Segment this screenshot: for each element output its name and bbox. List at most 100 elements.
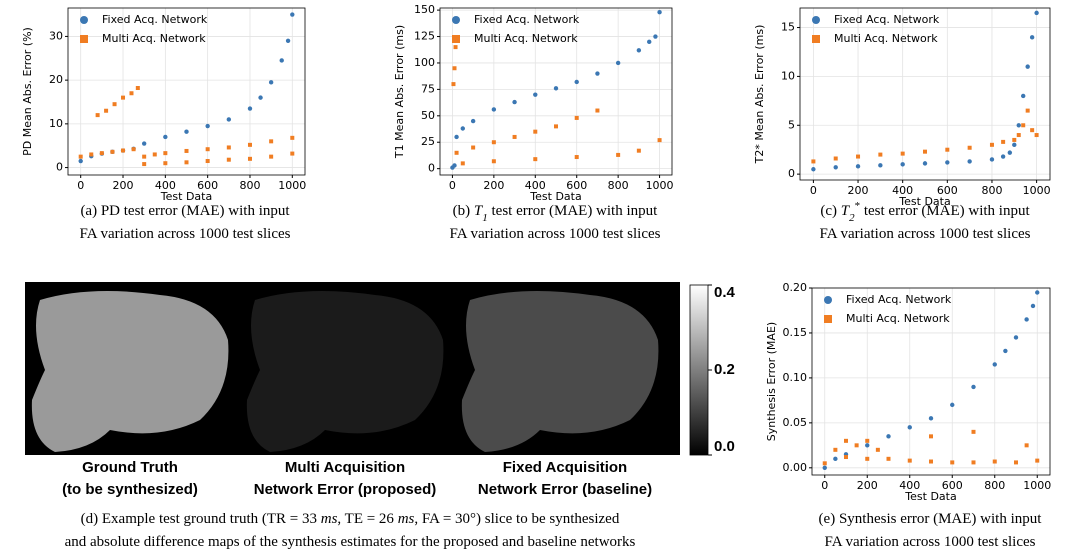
x-tick-label: 200 xyxy=(848,184,869,197)
caption-part: and absolute difference maps of the synt… xyxy=(65,534,636,550)
x-tick-label: 800 xyxy=(239,179,260,192)
point xyxy=(1034,11,1038,15)
point xyxy=(993,460,997,464)
point xyxy=(865,439,869,443)
point xyxy=(878,153,882,157)
y-tick-label: 0 xyxy=(428,162,435,175)
legend-label: Fixed Acq. Network xyxy=(474,13,580,26)
caption: FA variation across 1000 test slices xyxy=(820,226,1031,242)
caption: (d) Example test ground truth (TR = 33 m… xyxy=(81,511,620,527)
x-tick-label: 1000 xyxy=(646,179,674,192)
image-label: Multi Acquisition xyxy=(285,459,405,476)
point xyxy=(1026,109,1030,113)
caption-part: FA variation across 1000 test slices xyxy=(80,226,291,242)
legend-label: Multi Acq. Network xyxy=(102,32,206,45)
legend-label: Fixed Acq. Network xyxy=(846,293,952,306)
y-tick-label: 0 xyxy=(56,161,63,174)
point xyxy=(886,434,890,438)
point xyxy=(637,48,641,52)
x-axis-label: Test Data xyxy=(529,190,581,203)
legend-marker xyxy=(824,315,832,323)
point xyxy=(908,459,912,463)
point xyxy=(575,155,579,159)
y-axis-label: Synthesis Error (MAE) xyxy=(765,322,778,441)
point xyxy=(132,147,136,151)
y-tick-label: 50 xyxy=(421,109,435,122)
point xyxy=(575,116,579,120)
point xyxy=(129,91,133,95)
point xyxy=(1025,443,1029,447)
y-axis-label: PD Mean Abs. Error (%) xyxy=(21,27,34,156)
point xyxy=(206,147,210,151)
point xyxy=(1003,349,1007,353)
point xyxy=(865,457,869,461)
y-tick-label: 25 xyxy=(421,135,435,148)
point xyxy=(110,150,114,154)
point xyxy=(451,82,455,86)
point xyxy=(1014,335,1018,339)
y-tick-label: 20 xyxy=(49,73,63,86)
point xyxy=(1025,64,1029,68)
point xyxy=(990,143,994,147)
point xyxy=(647,40,651,44)
caption-part: (c) xyxy=(820,203,840,219)
point xyxy=(512,100,516,104)
caption: FA variation across 1000 test slices xyxy=(825,534,1036,550)
caption: (b) T1 test error (MAE) with input xyxy=(453,203,658,223)
point xyxy=(455,151,459,155)
point xyxy=(533,130,537,134)
legend-marker xyxy=(812,35,820,43)
point xyxy=(972,460,976,464)
point xyxy=(1035,133,1039,137)
y-axis-label: T1 Mean Abs. Error (ms) xyxy=(393,25,406,159)
point xyxy=(1035,459,1039,463)
y-axis-label: T2* Mean Abs. Error (ms) xyxy=(753,25,766,165)
point xyxy=(163,151,167,155)
legend-label: Fixed Acq. Network xyxy=(834,13,940,26)
point xyxy=(844,439,848,443)
y-tick-label: 0.15 xyxy=(783,326,808,339)
point xyxy=(595,71,599,75)
point xyxy=(834,165,838,169)
caption-part: FA variation across 1000 test slices xyxy=(825,534,1036,550)
x-tick-label: 200 xyxy=(857,479,878,492)
image-label: Fixed Acquisition xyxy=(503,459,627,476)
point xyxy=(900,162,904,166)
legend-marker xyxy=(824,296,832,304)
x-tick-label: 1000 xyxy=(1023,479,1051,492)
point xyxy=(269,80,273,84)
point xyxy=(908,425,912,429)
point xyxy=(945,148,949,152)
figure: 020040060080010000102030Test DataPD Mean… xyxy=(0,0,1068,556)
point xyxy=(113,102,117,106)
caption-part: FA variation across 1000 test slices xyxy=(450,226,661,242)
point xyxy=(968,146,972,150)
point xyxy=(811,159,815,163)
caption-part: ms xyxy=(321,511,338,527)
image-panel xyxy=(25,282,708,455)
point xyxy=(136,86,140,90)
point xyxy=(269,155,273,159)
point xyxy=(923,150,927,154)
x-tick-label: 800 xyxy=(608,179,629,192)
point xyxy=(945,160,949,164)
point xyxy=(1001,154,1005,158)
point xyxy=(823,461,827,465)
point xyxy=(950,403,954,407)
point xyxy=(100,151,104,155)
point xyxy=(616,61,620,65)
point xyxy=(142,141,146,145)
point xyxy=(121,149,125,153)
point xyxy=(492,159,496,163)
point xyxy=(554,124,558,128)
point xyxy=(993,362,997,366)
x-tick-label: 0 xyxy=(821,479,828,492)
y-tick-label: 100 xyxy=(414,56,435,69)
point xyxy=(595,109,599,113)
point xyxy=(513,135,517,139)
point xyxy=(901,152,905,156)
point xyxy=(454,45,458,49)
caption-part: (a) PD test error (MAE) with input xyxy=(80,203,290,219)
point xyxy=(290,136,294,140)
point xyxy=(248,106,252,110)
